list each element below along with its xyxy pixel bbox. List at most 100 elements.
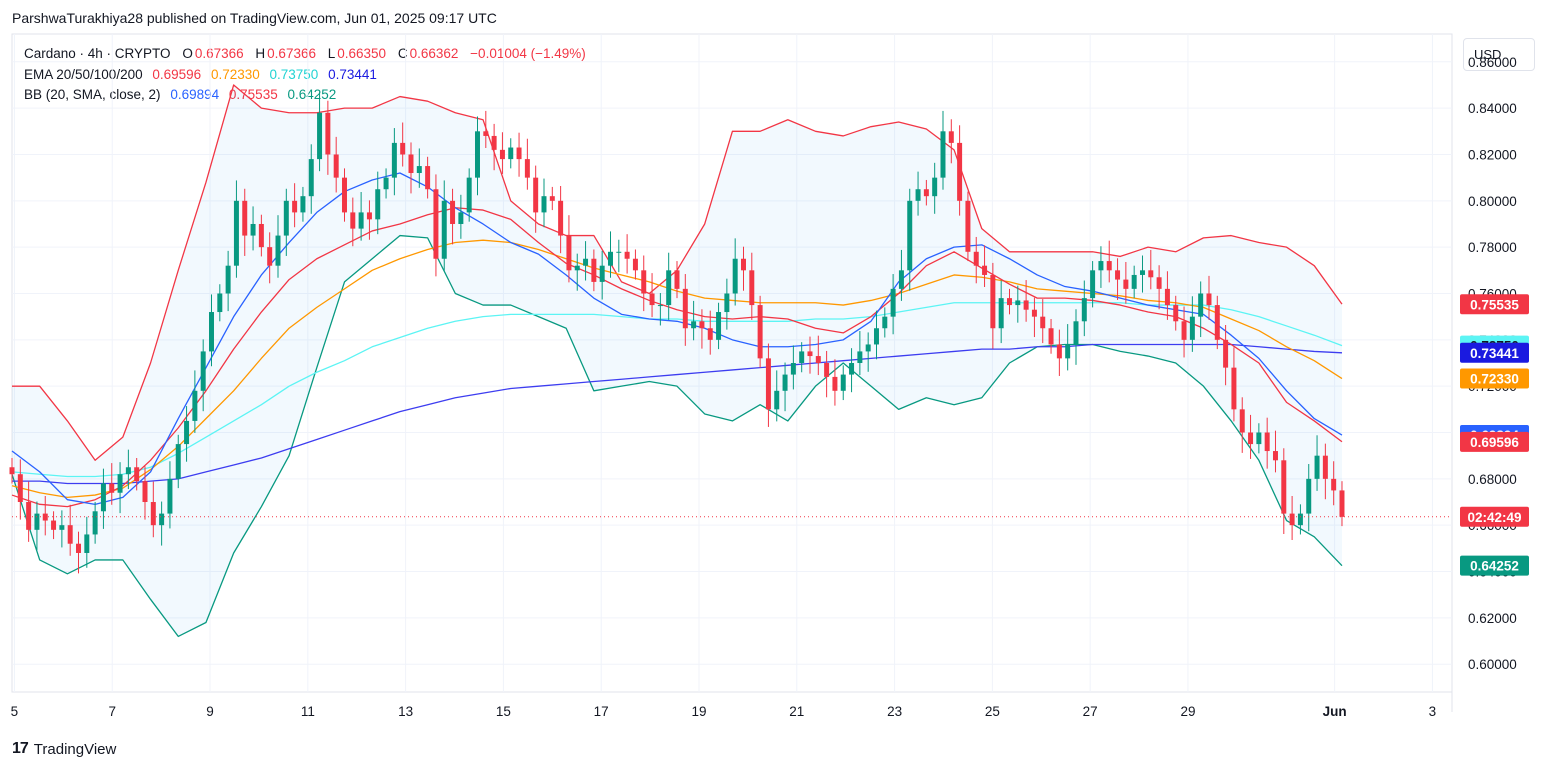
candle [1264,417,1270,469]
candle [391,128,397,196]
candle [998,280,1004,344]
candle [948,119,954,164]
candle [707,310,713,355]
candle-body [350,212,356,229]
bb-basis-value: 0.69894 [170,87,220,102]
candle [275,215,281,278]
close-value: 0.66362 [409,46,459,61]
candle-body [998,298,1004,329]
candle [898,249,904,301]
candle-body [757,305,763,359]
candle [1040,299,1046,344]
candle [150,481,156,538]
candle [1248,414,1254,459]
candle-body [790,363,796,375]
candle [9,457,15,484]
candle [134,457,140,491]
candle [699,309,705,349]
candle [1006,288,1012,315]
candle-body [607,251,613,266]
candle-body [76,543,81,553]
candle [283,188,289,256]
symbol-label[interactable]: Cardano · 4h · CRYPTO [24,46,171,61]
candle-body [1239,409,1245,433]
price-tag: 0.73441 [1470,346,1519,361]
candle-body [740,258,746,271]
candle-body [840,374,846,391]
candle-body [807,351,813,357]
candle-body [508,147,514,160]
candle-body [1248,432,1254,445]
candle-body [1181,321,1187,340]
candle [425,156,431,199]
candle-body [441,200,447,259]
candle [857,331,863,376]
x-tick-label: 21 [789,704,804,719]
legend-ema-row[interactable]: EMA 20/50/100/200 0.69596 0.72330 0.7375… [24,65,588,86]
candle-body [973,251,979,266]
candle [300,186,306,222]
candle [1214,295,1220,350]
candle-body [383,177,389,190]
candle-body [325,112,331,155]
low-value: 0.66350 [337,46,387,61]
bb-basis-line [11,172,1343,505]
x-tick-label: 29 [1180,704,1195,719]
x-tick-label: 5 [11,704,19,719]
candle-body [849,363,855,375]
candle [790,345,796,390]
candle [674,261,680,299]
low-label: L [327,46,336,61]
candle-body [923,189,929,197]
candle-body [1339,490,1345,517]
candle-body [524,159,530,178]
candle-body [26,502,32,530]
candle-body [1306,478,1312,514]
candle [882,307,888,338]
candle-body [774,390,780,410]
candle [483,110,489,148]
price-tag-bg [1460,368,1529,389]
ema200-line [12,343,1343,485]
candle [142,466,148,520]
candle [325,100,331,175]
candle-body [483,131,489,136]
candle-body [1123,279,1129,289]
candle [957,125,963,216]
candle [524,138,530,190]
candle [1256,423,1262,454]
candle [175,434,181,489]
candle [51,511,57,540]
x-tick-label: 17 [594,704,609,719]
footer-brand[interactable]: 17 TradingView [12,740,116,758]
candle-body [51,520,57,530]
price-tag-bg [1460,555,1529,576]
candle-body [940,131,946,178]
candle [1156,265,1162,310]
candle-body [716,312,722,340]
candle [508,138,514,169]
candle [566,215,572,283]
candle [1073,309,1079,365]
y-tick-label: 0.82000 [1468,147,1517,162]
currency-button[interactable]: USD [1463,38,1535,71]
candle-body [682,288,688,329]
candle-body [100,483,106,512]
countdown-tag-bg [1460,506,1529,527]
candle [849,348,855,393]
candle-body [724,293,730,313]
candle [250,206,256,251]
high-label: H [255,46,266,61]
candle-body [491,135,497,150]
candle-body [516,147,522,160]
candle [657,293,663,326]
legend-bb-row[interactable]: BB (20, SMA, close, 2) 0.69894 0.75535 0… [24,85,588,106]
price-tag-bg [1460,294,1529,315]
x-tick-label: 11 [301,704,315,719]
candle-body [209,312,214,352]
candle [383,168,389,199]
candle-body [408,154,414,174]
candle [1023,280,1029,322]
candle [1131,265,1137,299]
